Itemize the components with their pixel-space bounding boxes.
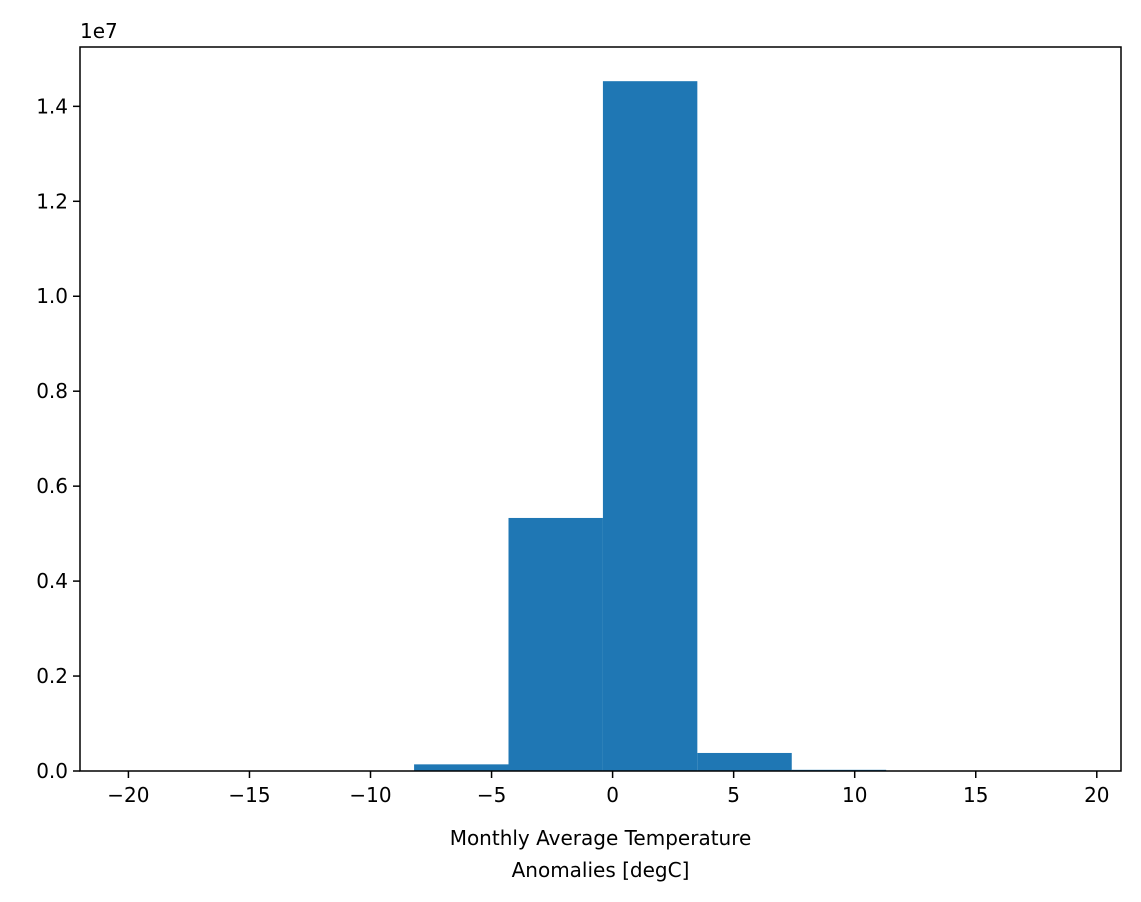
x-tick-label: −5 [477, 783, 506, 807]
y-tick-label: 1.4 [36, 94, 68, 118]
x-tick-label: −10 [349, 783, 391, 807]
axes-frame [79, 46, 1122, 772]
x-axis-ticks: −20 −15 −10 −5 0 5 10 15 20 [107, 771, 1110, 807]
y-tick-label: 0.2 [36, 664, 68, 688]
x-tick-label: 10 [842, 783, 867, 807]
x-tick-label: 0 [606, 783, 619, 807]
y-tick-label: 1.0 [36, 284, 68, 308]
histogram-bar [697, 752, 792, 771]
y-tick-label: 1.2 [36, 189, 68, 213]
x-axis-label-line-1: Monthly Average Temperature [450, 826, 752, 850]
histogram-bar [602, 81, 698, 771]
y-axis-ticks: 0.0 0.2 0.4 0.6 0.8 1.0 1.2 1.4 [36, 94, 80, 783]
y-tick-label: 0.4 [36, 569, 68, 593]
histogram-bar [508, 517, 603, 771]
x-tick-label: 15 [963, 783, 988, 807]
y-tick-label: 0.6 [36, 474, 68, 498]
x-tick-label: 20 [1084, 783, 1109, 807]
y-tick-label: 0.0 [36, 759, 68, 783]
histogram-bar [414, 764, 509, 771]
y-offset-label: 1e7 [80, 19, 118, 43]
bars-group [319, 81, 981, 771]
y-tick-label: 0.8 [36, 379, 68, 403]
x-axis-label-line-2: Anomalies [degC] [512, 858, 690, 882]
x-tick-label: 5 [727, 783, 740, 807]
x-tick-label: −15 [228, 783, 270, 807]
x-tick-label: −20 [107, 783, 149, 807]
